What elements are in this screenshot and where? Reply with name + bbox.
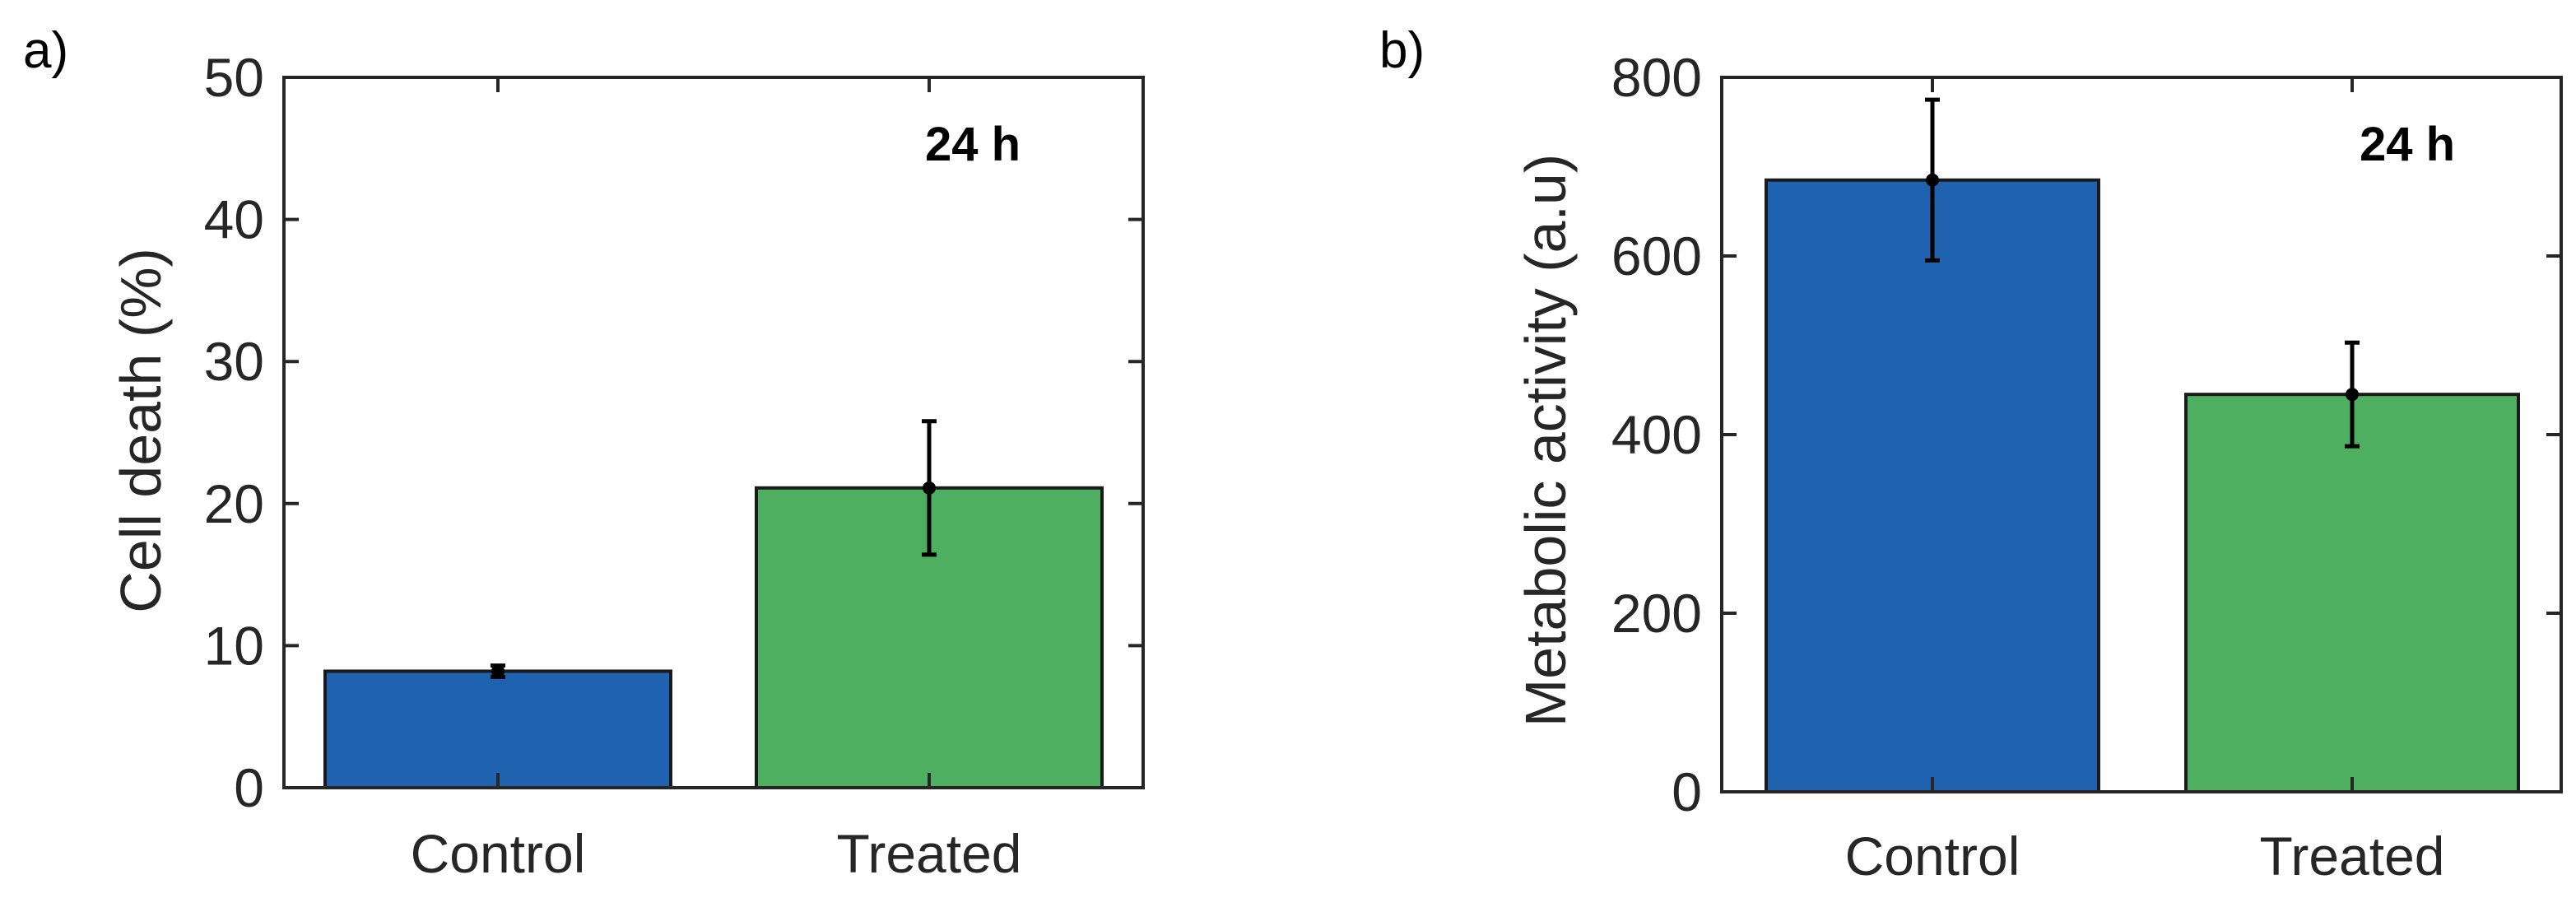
errorbar-mean-dot	[923, 481, 936, 495]
x-tick-label-treated: Treated	[2259, 826, 2444, 886]
y-tick-label: 600	[1611, 226, 1702, 286]
x-tick-labels-b: Control Treated	[1845, 826, 2445, 886]
bar-control-a	[323, 669, 672, 790]
y-tick-label: 200	[1611, 583, 1702, 644]
y-tick-label: 40	[204, 189, 264, 250]
errorbar-mean-dot	[1926, 173, 1939, 187]
chart-panel-b: b) Metabolic activity (a.u) 0 200 400 600 80…	[1379, 22, 2563, 886]
x-tick-label-control: Control	[411, 823, 586, 884]
y-axis-title-b: Metabolic activity (a.u)	[1514, 154, 1578, 727]
errorbars-a	[491, 419, 937, 679]
errorbar-treated-a	[922, 419, 937, 557]
errorbars-b	[1925, 97, 2360, 449]
y-tick-labels-a: 0 10 20 30 40 50	[204, 47, 264, 818]
y-tick-label: 50	[204, 47, 264, 108]
bar-treated-b	[2184, 393, 2520, 793]
y-tick-label: 20	[204, 473, 264, 534]
y-axis-title-a: Cell death (%)	[109, 248, 173, 613]
bars-a	[323, 486, 1104, 790]
bar-control-b	[1765, 178, 2100, 793]
annotation-24h-b: 24 h	[2360, 118, 2455, 171]
errorbar-treated-b	[2345, 340, 2360, 449]
y-tick-label: 0	[234, 757, 264, 818]
bars-b	[1765, 178, 2520, 793]
errorbar-mean-dot	[2346, 388, 2359, 402]
axes-frame-b	[1720, 76, 2563, 793]
axes-frame-a	[282, 76, 1145, 789]
y-tick-labels-b: 0 200 400 600 800	[1611, 47, 1702, 822]
panel-b-label: b)	[1379, 22, 1425, 79]
x-tick-labels-a: Control Treated	[411, 823, 1022, 884]
y-tick-label: 0	[1672, 761, 1702, 822]
y-tick-label: 10	[204, 615, 264, 676]
chart-panel-a: a) Cell death (%) 0 10 20 30 40 50 Control Tre…	[23, 22, 1145, 884]
x-tick-label-treated: Treated	[836, 823, 1021, 884]
annotation-24h-a: 24 h	[925, 118, 1021, 171]
errorbar-mean-dot	[491, 664, 505, 678]
panel-a-label: a)	[23, 22, 68, 79]
y-tick-label: 400	[1611, 404, 1702, 465]
y-tick-label: 30	[204, 331, 264, 392]
y-tick-label: 800	[1611, 47, 1702, 108]
x-tick-label-control: Control	[1845, 826, 2020, 886]
errorbar-control-b	[1925, 97, 1940, 263]
errorbar-control-a	[491, 663, 505, 679]
